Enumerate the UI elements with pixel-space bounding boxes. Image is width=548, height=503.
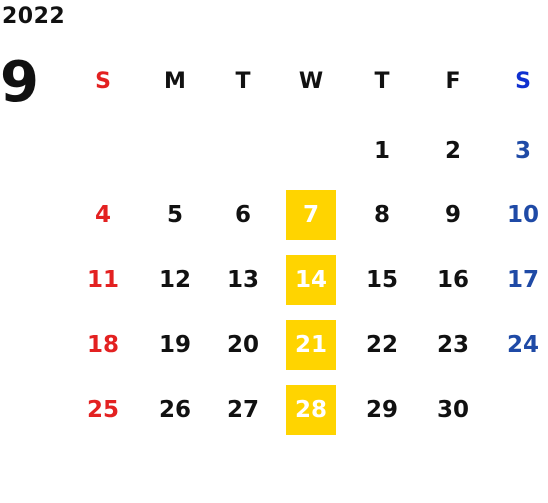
day-cell[interactable]: 13 <box>226 267 259 293</box>
day-cell[interactable]: 20 <box>226 332 259 358</box>
month-number: 9 <box>0 50 39 115</box>
weekday-header: T <box>235 68 251 94</box>
day-cell[interactable]: 18 <box>86 332 119 358</box>
day-cell[interactable]: 11 <box>86 267 119 293</box>
day-cell[interactable]: 19 <box>158 332 191 358</box>
day-cell[interactable]: 30 <box>436 397 469 423</box>
day-cell[interactable]: 24 <box>506 332 539 358</box>
day-cell[interactable]: 4 <box>94 202 111 228</box>
day-cell[interactable]: 8 <box>373 202 390 228</box>
day-cell[interactable]: 16 <box>436 267 469 293</box>
weekday-header: F <box>445 68 461 94</box>
day-cell[interactable]: 12 <box>158 267 191 293</box>
day-cell[interactable]: 6 <box>234 202 251 228</box>
day-cell[interactable]: 1 <box>373 138 390 164</box>
day-cell[interactable]: 22 <box>365 332 398 358</box>
year-label: 2022 <box>2 4 66 29</box>
day-cell-highlighted[interactable]: 14 <box>286 255 336 305</box>
day-cell-highlighted[interactable]: 7 <box>286 190 336 240</box>
day-cell[interactable]: 5 <box>166 202 183 228</box>
day-cell[interactable]: 27 <box>226 397 259 423</box>
weekday-header: S <box>515 68 531 94</box>
day-cell[interactable]: 17 <box>506 267 539 293</box>
day-cell[interactable]: 2 <box>444 138 461 164</box>
day-cell[interactable]: 10 <box>506 202 539 228</box>
day-cell[interactable]: 3 <box>514 138 531 164</box>
day-cell-highlighted[interactable]: 28 <box>286 385 336 435</box>
weekday-header: T <box>374 68 390 94</box>
day-cell[interactable]: 9 <box>444 202 461 228</box>
day-cell[interactable]: 23 <box>436 332 469 358</box>
day-cell[interactable]: 26 <box>158 397 191 423</box>
weekday-header: S <box>95 68 111 94</box>
weekday-header: M <box>164 68 186 94</box>
day-cell[interactable]: 15 <box>365 267 398 293</box>
weekday-header: W <box>298 68 324 94</box>
day-cell[interactable]: 25 <box>86 397 119 423</box>
day-cell-highlighted[interactable]: 21 <box>286 320 336 370</box>
day-cell[interactable]: 29 <box>365 397 398 423</box>
